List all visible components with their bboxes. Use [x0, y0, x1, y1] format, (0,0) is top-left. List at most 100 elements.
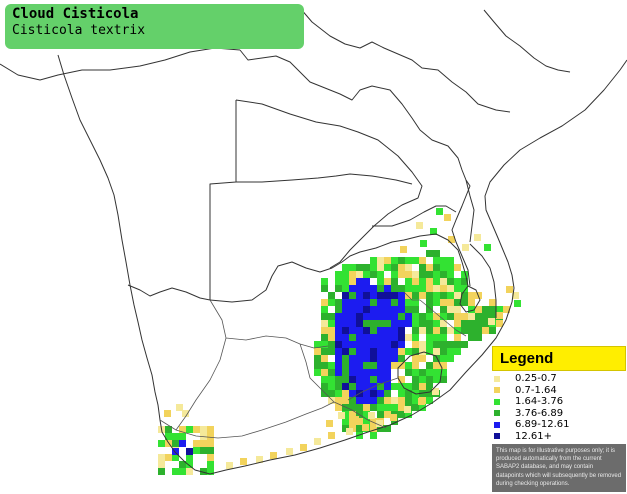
distribution-cell: [342, 369, 349, 376]
distribution-cell: [240, 458, 247, 465]
distribution-cell: [179, 461, 186, 468]
distribution-cell: [363, 369, 370, 376]
distribution-cell: [433, 362, 440, 369]
legend-item-5: 6.89-12.61: [494, 419, 570, 430]
distribution-cell: [363, 390, 370, 397]
distribution-cell: [377, 369, 384, 376]
distribution-cell: [349, 320, 356, 327]
distribution-cell: [391, 362, 398, 369]
border-botswana-north: [235, 99, 423, 269]
distribution-cell: [426, 390, 433, 397]
distribution-cell: [433, 271, 440, 278]
distribution-cell: [426, 278, 433, 285]
distribution-cell: [405, 383, 412, 390]
distribution-cell: [384, 425, 391, 432]
distribution-cell: [400, 246, 407, 253]
distribution-cell: [370, 362, 377, 369]
distribution-cell: [433, 278, 440, 285]
distribution-cell: [384, 285, 391, 292]
distribution-cell: [454, 299, 461, 306]
distribution-cell: [433, 355, 440, 362]
distribution-cell: [370, 292, 377, 299]
distribution-cell: [426, 264, 433, 271]
distribution-cell: [419, 264, 426, 271]
distribution-cell: [405, 285, 412, 292]
distribution-cell: [426, 376, 433, 383]
distribution-cell: [172, 440, 179, 447]
distribution-cell: [440, 369, 447, 376]
distribution-cell: [342, 271, 349, 278]
distribution-cell: [370, 348, 377, 355]
distribution-cell: [328, 327, 335, 334]
distribution-cell: [488, 318, 495, 325]
distribution-cell: [398, 411, 405, 418]
legend-swatch: [494, 375, 500, 382]
distribution-cell: [440, 320, 447, 327]
distribution-cell: [391, 327, 398, 334]
distribution-cell: [356, 404, 363, 411]
distribution-cell: [405, 320, 412, 327]
distribution-cell: [370, 264, 377, 271]
distribution-cell: [321, 306, 328, 313]
distribution-cell: [426, 250, 433, 257]
distribution-cell: [391, 278, 398, 285]
distribution-cell: [391, 355, 398, 362]
distribution-cell: [405, 390, 412, 397]
legend-label: 3.76-6.89: [515, 407, 564, 419]
distribution-cell: [412, 292, 419, 299]
distribution-cell: [454, 306, 461, 313]
distribution-cell: [193, 447, 200, 454]
distribution-cell: [370, 404, 377, 411]
distribution-cell: [321, 320, 328, 327]
distribution-cell: [440, 313, 447, 320]
distribution-cell: [514, 300, 521, 307]
distribution-cell: [321, 348, 328, 355]
distribution-cell: [384, 362, 391, 369]
distribution-cell: [321, 376, 328, 383]
distribution-cell: [349, 411, 356, 418]
distribution-cell: [419, 320, 426, 327]
distribution-cell: [377, 334, 384, 341]
distribution-cell: [391, 264, 398, 271]
distribution-cell: [419, 313, 426, 320]
distribution-cell: [349, 327, 356, 334]
distribution-cell: [370, 418, 377, 425]
distribution-cell: [363, 411, 370, 418]
distribution-cell: [398, 299, 405, 306]
distribution-cell: [447, 306, 454, 313]
distribution-cell: [377, 264, 384, 271]
distribution-cell: [462, 244, 469, 251]
distribution-cell: [398, 383, 405, 390]
distribution-cell: [412, 341, 419, 348]
distribution-cell: [398, 355, 405, 362]
distribution-cell: [314, 362, 321, 369]
distribution-cell: [461, 278, 468, 285]
distribution-cell: [193, 426, 200, 433]
distribution-cell: [419, 404, 426, 411]
distribution-cell: [356, 320, 363, 327]
distribution-cell: [186, 468, 193, 475]
distribution-cell: [440, 355, 447, 362]
distribution-cell: [362, 424, 369, 431]
distribution-cell: [328, 292, 335, 299]
distribution-cell: [426, 271, 433, 278]
distribution-cell: [412, 355, 419, 362]
distribution-cell: [370, 425, 377, 432]
distribution-cell: [165, 433, 172, 440]
distribution-cell: [164, 410, 171, 417]
distribution-cell: [412, 397, 419, 404]
distribution-cell: [349, 397, 356, 404]
distribution-cell: [405, 292, 412, 299]
distribution-cell: [328, 362, 335, 369]
distribution-cell: [356, 271, 363, 278]
distribution-cell: [461, 341, 468, 348]
distribution-cell: [321, 341, 328, 348]
distribution-cell: [398, 390, 405, 397]
distribution-cell: [300, 444, 307, 451]
scientific-name: Cisticola textrix: [12, 23, 146, 38]
distribution-cell: [321, 355, 328, 362]
distribution-cell: [419, 292, 426, 299]
distribution-cell: [468, 313, 475, 320]
distribution-cell: [356, 334, 363, 341]
legend-item-2: 0.7-1.64: [494, 385, 557, 396]
